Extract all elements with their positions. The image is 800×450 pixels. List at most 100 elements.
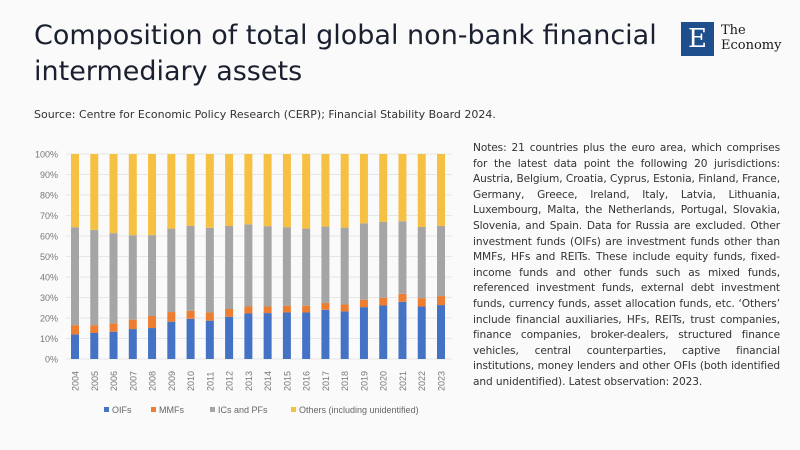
legend-swatch [151,407,156,412]
bar-others-2021 [398,154,407,222]
bar-oifs-2022 [417,306,426,359]
source-note: Source: Centre for Economic Policy Resea… [34,108,496,121]
x-tick-label: 2013 [244,371,254,391]
bar-ics-2015 [282,227,291,306]
x-tick-label: 2008 [148,371,158,391]
page-title: Composition of total global non-bank fin… [34,20,657,87]
y-tick-label: 90% [40,170,58,180]
bar-mmfs-2016 [302,305,311,313]
bar-mmfs-2015 [282,305,291,313]
bar-oifs-2020 [379,305,388,359]
bar-ics-2013 [244,224,253,307]
logo-text: The Economy [721,23,781,53]
bar-mmfs-2006 [109,323,118,332]
bar-oifs-2010 [186,318,195,359]
bar-others-2005 [90,154,99,230]
bar-oifs-2006 [109,331,118,359]
legend-swatch [104,407,109,412]
bar-others-2020 [379,154,388,222]
x-tick-label: 2022 [417,371,427,391]
bar-others-2016 [302,154,311,229]
legend-swatch [210,407,215,412]
x-tick-label: 2014 [263,371,273,391]
y-tick-label: 70% [40,211,58,221]
y-tick-label: 40% [40,273,58,283]
bar-mmfs-2014 [263,306,272,314]
bar-mmfs-2012 [225,308,234,317]
bar-mmfs-2023 [437,296,445,306]
bar-ics-2011 [205,227,214,313]
bar-ics-2020 [379,221,388,298]
bar-ics-2022 [417,226,426,299]
legend-label: ICs and PFs [218,405,268,415]
bar-others-2014 [263,154,272,227]
bar-mmfs-2011 [205,312,214,321]
bar-ics-2012 [225,225,234,309]
legend-label: OIFs [112,405,132,415]
bar-others-2007 [128,154,137,236]
bar-others-2009 [167,154,176,229]
bar-ics-2008 [148,235,157,316]
bar-others-2004 [71,154,79,228]
bar-ics-2016 [302,228,311,306]
y-tick-label: 10% [40,334,58,344]
bar-oifs-2014 [263,313,272,359]
bar-mmfs-2022 [417,298,426,307]
x-tick-label: 2012 [225,371,235,391]
logo-mark: E [681,22,714,56]
x-tick-label: 2007 [128,371,138,391]
bar-mmfs-2021 [398,293,407,302]
bar-others-2006 [109,154,118,234]
bar-ics-2018 [340,227,349,305]
x-tick-label: 2016 [302,371,312,391]
bar-mmfs-2020 [379,297,388,306]
bar-ics-2017 [321,226,330,304]
x-tick-label: 2020 [379,371,389,391]
bar-ics-2019 [359,223,368,300]
bar-others-2013 [244,154,253,225]
x-tick-label: 2015 [282,371,292,391]
bar-oifs-2015 [282,312,291,359]
y-tick-label: 0% [45,355,58,365]
bar-oifs-2011 [205,320,214,359]
bar-mmfs-2017 [321,303,330,310]
bar-oifs-2021 [398,301,407,359]
x-tick-label: 2018 [340,371,350,391]
chart-notes: Notes: 21 countries plus the euro area, … [473,142,780,388]
bar-mmfs-2004 [71,325,79,335]
bar-ics-2021 [398,221,407,294]
legend-swatch [291,407,296,412]
bar-ics-2005 [90,229,99,326]
stacked-bar-chart: 0% 10% 20% 30% 40% 50% 60% 70% 80% 90% 100% 2004 200… [35,150,452,415]
x-tick-label: 2011 [205,372,215,391]
bar-oifs-2016 [302,312,311,359]
bar-others-2015 [282,154,291,228]
bar-ics-2023 [437,225,445,297]
bar-oifs-2013 [244,313,253,359]
bar-oifs-2019 [359,307,368,359]
logo: E The Economy [681,22,800,56]
bar-others-2008 [148,154,157,236]
x-tick-label: 2023 [437,371,447,391]
bar-mmfs-2018 [340,304,349,312]
y-tick-label: 80% [40,191,58,201]
bar-others-2019 [359,154,368,224]
y-tick-label: 30% [40,293,58,303]
bar-ics-2014 [263,226,272,307]
bar-oifs-2007 [128,329,137,359]
bar-mmfs-2010 [186,310,195,319]
bar-mmfs-2009 [167,312,176,322]
bar-oifs-2009 [167,321,176,359]
bar-others-2022 [417,154,426,227]
x-tick-label: 2017 [321,371,331,391]
bar-oifs-2008 [148,328,157,359]
y-tick-label: 60% [40,232,58,242]
bar-oifs-2017 [321,309,330,359]
y-tick-label: 100% [35,150,58,160]
bar-mmfs-2007 [128,319,137,330]
bar-oifs-2023 [437,305,445,359]
y-tick-label: 50% [40,252,58,262]
x-tick-label: 2006 [109,371,119,391]
x-tick-label: 2005 [90,371,100,391]
bar-mmfs-2008 [148,315,157,329]
